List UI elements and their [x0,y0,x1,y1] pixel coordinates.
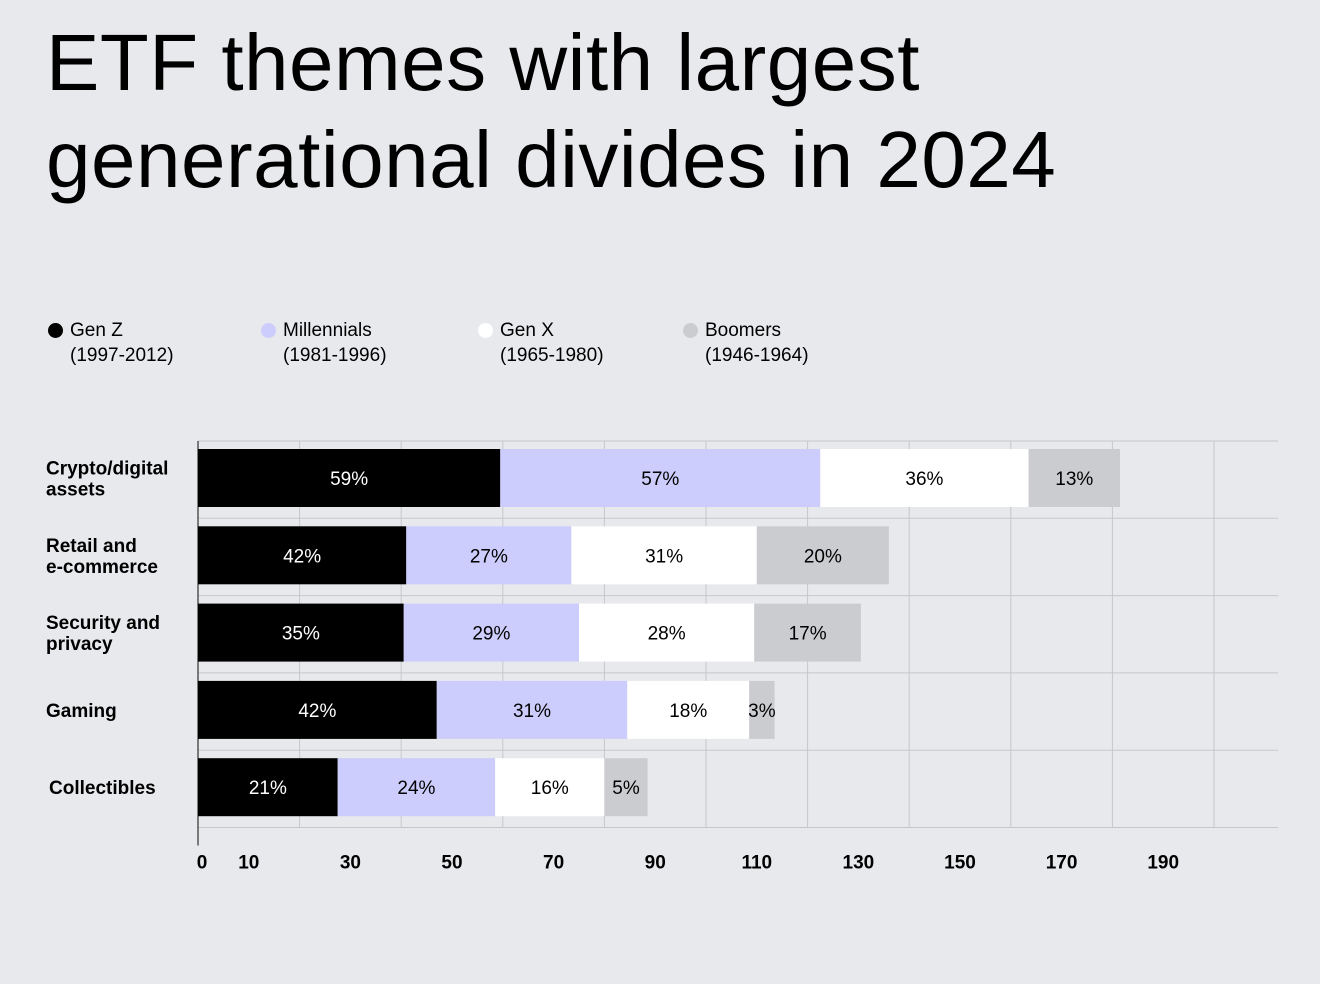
bar-value-label: 27% [470,546,508,567]
legend-years-boomers: (1946-1964) [705,345,809,366]
x-tick-label: 70 [543,853,564,874]
bar-segment [198,680,437,739]
bar-value-label: 3% [748,701,776,722]
legend-years-gen-z: (1997-2012) [70,345,174,366]
bar-segment [627,680,750,739]
bar-value-label: 17% [789,624,827,645]
x-tick-label: 110 [741,853,772,874]
bar-segment [749,680,775,739]
bar-value-label: 13% [1055,469,1093,490]
category-label: assets [46,480,105,501]
bar-value-label: 20% [804,546,842,567]
bar-value-label: 5% [612,778,640,799]
bar-segment [198,449,501,507]
legend-years-gen-x: (1965-1980) [500,345,604,366]
x-tick-label: 0 [197,853,208,874]
chart-title: ETF themes with largest generational div… [46,14,1296,208]
legend-label-millennials: Millennials [283,320,372,341]
bar-segment [406,526,572,585]
x-tick-label: 90 [645,853,666,874]
chart-title-line-2: generational divides in 2024 [46,115,1057,204]
bar-value-label: 24% [397,778,435,799]
x-tick-label: 130 [843,853,875,874]
bar-value-label: 29% [472,624,510,645]
x-tick-label: 190 [1147,853,1179,874]
bar-segment [495,758,605,817]
bar-segment [198,758,338,817]
chart-title-line-1: ETF themes with largest [46,18,920,107]
bar-segment [1028,449,1121,507]
x-tick-label: 30 [340,853,361,874]
bar-segment [756,526,889,585]
category-label: Retail and [46,536,137,557]
legend-swatch-gen-z [48,323,63,338]
category-label: Crypto/digital [46,459,168,480]
bar-segment [198,526,407,585]
bar-segment [198,603,404,662]
category-label: Gaming [46,701,117,722]
x-tick-label: 10 [238,853,259,874]
bar-segment [571,526,757,585]
bar-value-label: 18% [669,701,707,722]
category-label: Collectibles [49,778,156,799]
bar-segment [436,680,628,739]
bar-value-label: 59% [330,469,368,490]
legend-years-millennials: (1981-1996) [283,345,387,366]
legend-label-gen-x: Gen X [500,320,554,341]
bar-value-label: 35% [282,624,320,645]
bar-value-label: 36% [905,469,943,490]
bar-value-label: 28% [648,624,686,645]
bar-value-label: 16% [531,778,569,799]
x-tick-label: 170 [1046,853,1078,874]
bar-segment [820,449,1029,507]
x-tick-label: 50 [441,853,462,874]
bar-segment [579,603,755,662]
bar-value-label: 57% [641,469,679,490]
bar-segment [337,758,496,817]
bar-value-label: 21% [249,778,287,799]
bar-value-label: 31% [513,701,551,722]
legend-swatch-gen-x [478,323,493,338]
bar-segment [604,758,648,817]
category-label: privacy [46,634,113,655]
bar-segment [754,603,861,662]
bar-value-label: 31% [645,546,683,567]
legend-label-gen-z: Gen Z [70,320,123,341]
legend-swatch-boomers [683,323,698,338]
bar-value-label: 42% [298,701,336,722]
legend-swatch-millennials [261,323,276,338]
bar-value-label: 42% [283,546,321,567]
bar-segment [403,603,579,662]
legend-label-boomers: Boomers [705,320,782,341]
category-label: Security and [46,613,160,634]
x-tick-label: 150 [944,853,976,874]
bar-segment [500,449,821,507]
category-label: e-commerce [46,557,158,578]
